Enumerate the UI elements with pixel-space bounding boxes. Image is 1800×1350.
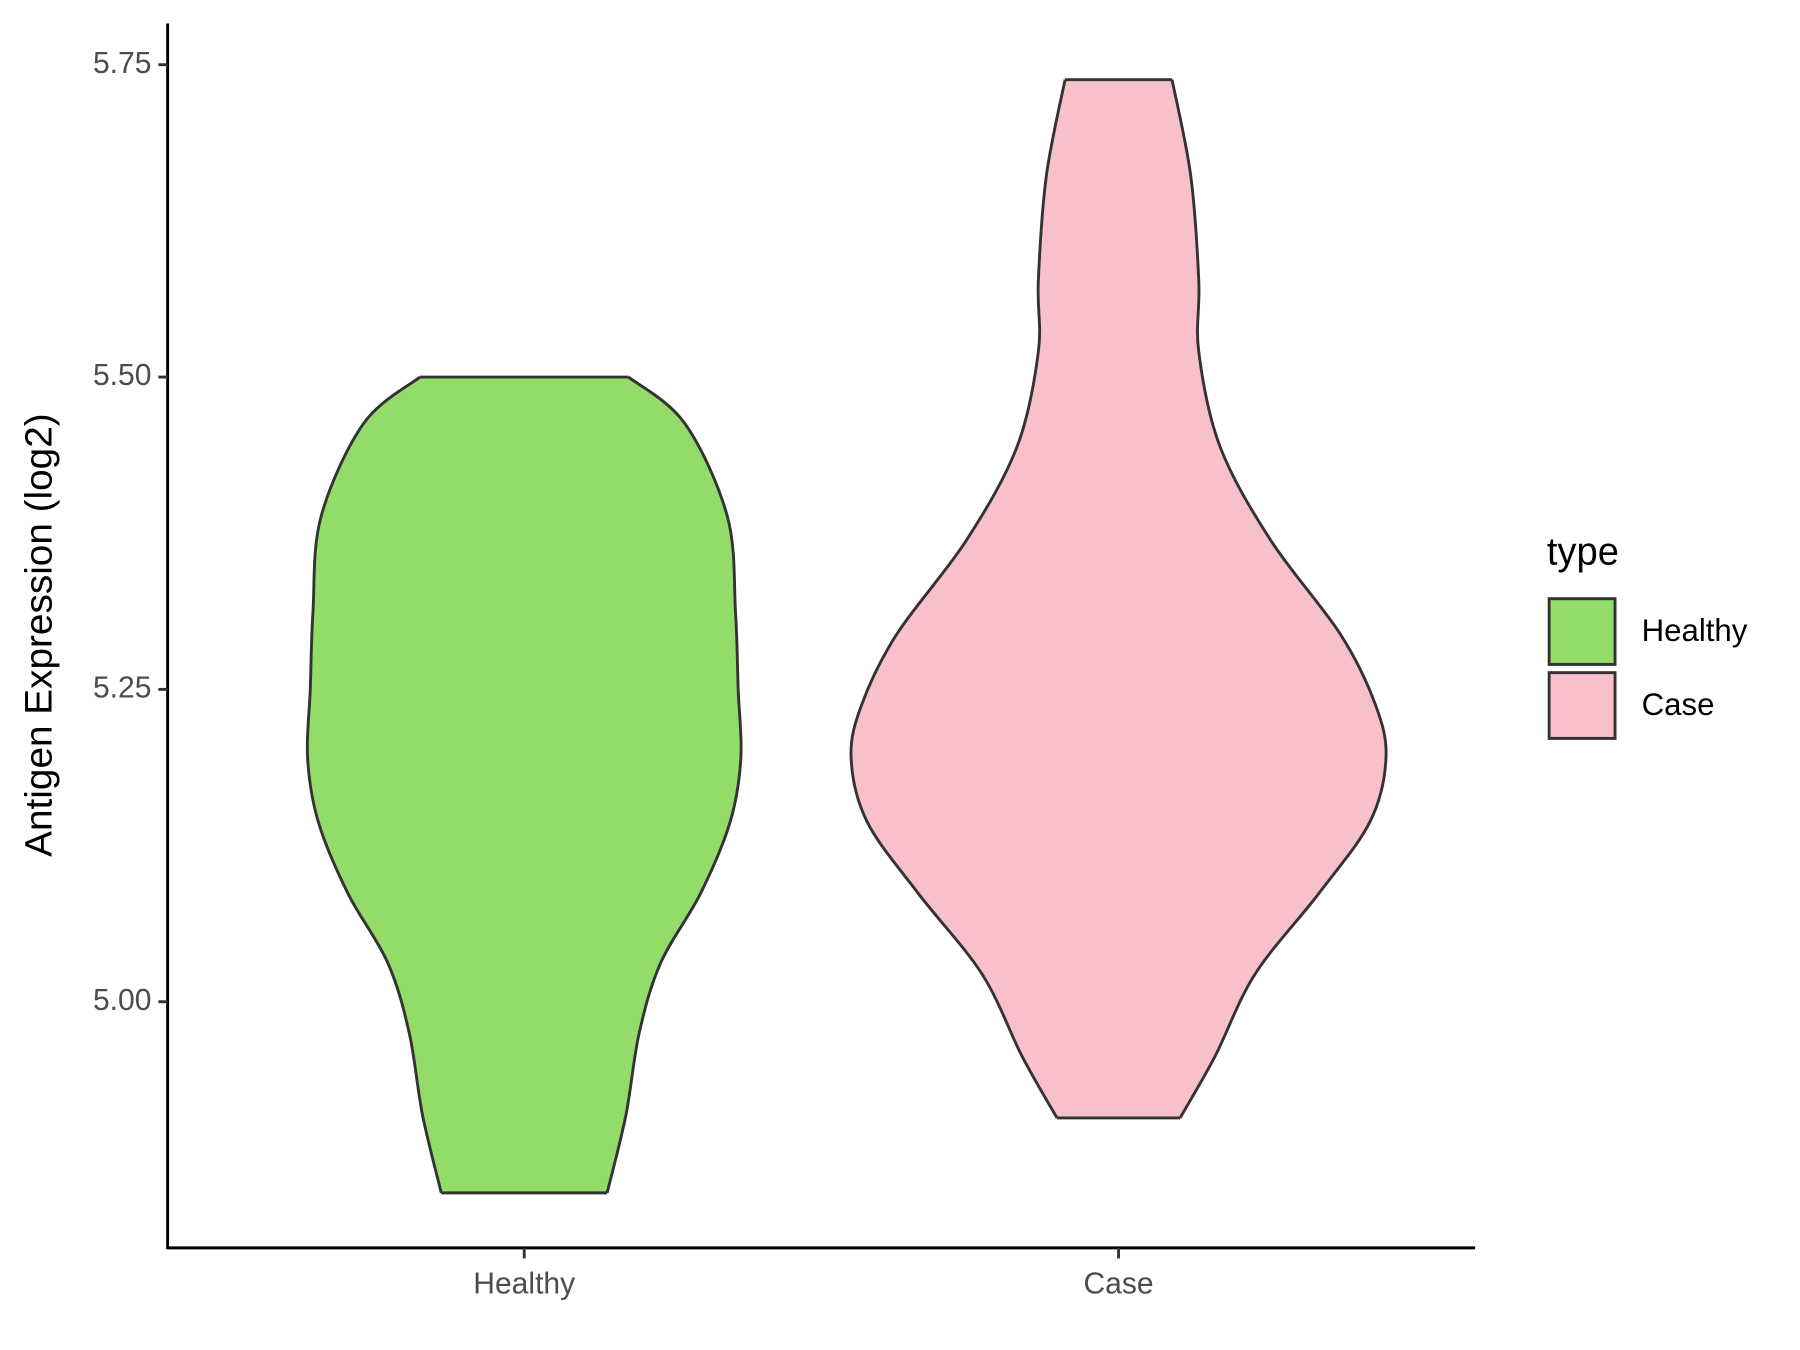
legend-key [1547,597,1617,666]
x-tick-label: Healthy [473,1267,576,1300]
violin-body [307,377,742,1193]
legend-title: type [1547,530,1619,573]
violin-outline-right [605,375,743,1194]
violin-outline-left [305,375,443,1194]
y-tick-label: 5.25 [93,671,151,704]
x-tick-label: Case [1083,1267,1153,1300]
violin-outline-right [1170,79,1388,1119]
violin-outline-left [849,79,1067,1119]
y-axis-label: Antigen Expression (log2) [18,413,61,856]
legend-label: Case [1642,687,1715,722]
y-tick-label: 5.50 [93,359,151,392]
y-tick-label: 5.00 [93,984,151,1017]
y-tick-label: 5.75 [93,47,151,80]
legend-label: Healthy [1642,613,1748,648]
legend-key [1547,671,1617,740]
violin-body [850,79,1387,1118]
